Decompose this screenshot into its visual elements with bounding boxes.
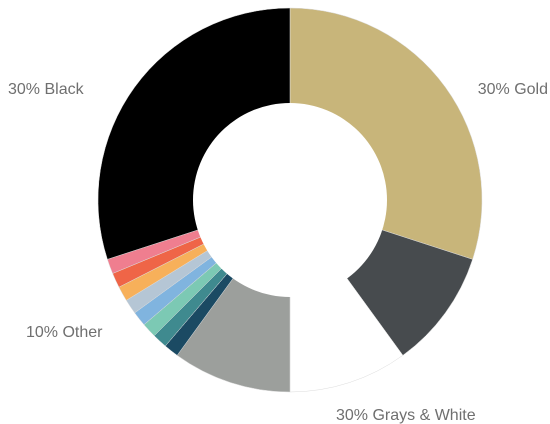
label-gold: 30% Gold	[478, 81, 548, 98]
label-other: 10% Other	[26, 324, 103, 341]
donut-hole	[193, 103, 387, 297]
label-black: 30% Black	[8, 81, 85, 98]
label-grays-white: 30% Grays & White	[336, 407, 476, 424]
